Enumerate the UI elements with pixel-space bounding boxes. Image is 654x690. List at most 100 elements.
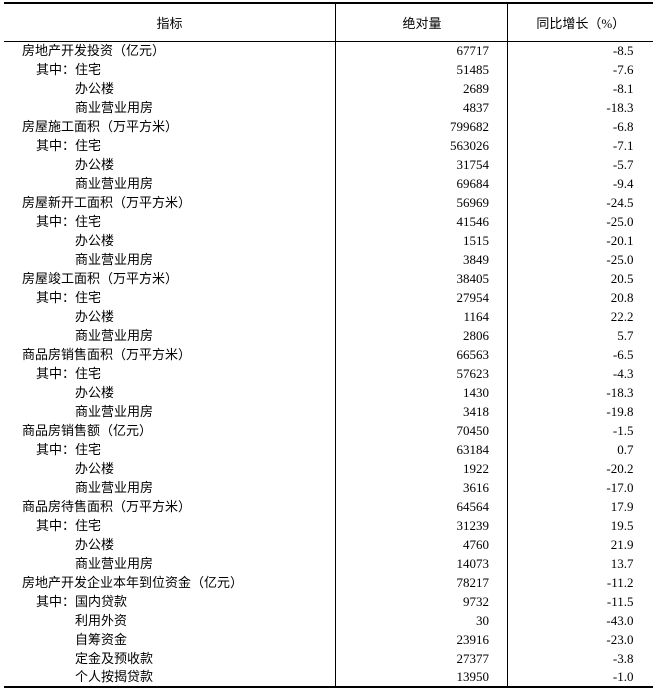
table-row: 商品房销售额（亿元） 70450 -1.5 [4, 421, 653, 440]
row-absolute-value: 1164 [335, 307, 508, 326]
row-absolute-value: 563026 [335, 136, 508, 155]
table-row: 商品房销售面积（万平方米） 66563 -6.5 [4, 345, 653, 364]
row-label: 其中：住宅 [36, 365, 102, 381]
row-absolute-value: 51485 [335, 60, 508, 79]
row-yoy-change: -18.3 [507, 383, 653, 402]
row-absolute-value: 67717 [335, 41, 508, 60]
row-absolute-value: 1922 [335, 459, 508, 478]
table-row: 房屋施工面积（万平方米） 799682 -6.8 [4, 117, 653, 136]
table-row: 办公楼 1164 22.2 [4, 307, 653, 326]
table-row: 办公楼 1922 -20.2 [4, 459, 653, 478]
row-absolute-value: 78217 [335, 573, 508, 592]
row-yoy-change: -1.5 [507, 421, 653, 440]
header-absolute: 绝对量 [335, 2, 508, 42]
row-absolute-value: 1430 [335, 383, 508, 402]
row-label: 办公楼 [75, 536, 115, 552]
table-row: 房屋竣工面积（万平方米） 38405 20.5 [4, 269, 653, 288]
row-yoy-change: -18.3 [507, 98, 653, 117]
row-label: 其中：住宅 [36, 213, 102, 229]
row-label: 其中：国内贷款 [36, 593, 128, 609]
row-absolute-value: 13950 [335, 668, 508, 688]
row-yoy-change: 22.2 [507, 307, 653, 326]
row-label: 商品房销售面积（万平方米） [22, 346, 192, 362]
row-absolute-value: 27377 [335, 649, 508, 668]
row-absolute-value: 70450 [335, 421, 508, 440]
row-absolute-value: 3616 [335, 478, 508, 497]
row-label: 办公楼 [75, 232, 115, 248]
row-yoy-change: 0.7 [507, 440, 653, 459]
table-row: 其中：住宅 41546 -25.0 [4, 212, 653, 231]
table-row: 其中：住宅 57623 -4.3 [4, 364, 653, 383]
row-absolute-value: 30 [335, 611, 508, 630]
row-absolute-value: 9732 [335, 592, 508, 611]
row-yoy-change: 20.5 [507, 269, 653, 288]
row-label: 商业营业用房 [75, 555, 154, 571]
table-row: 其中：住宅 563026 -7.1 [4, 136, 653, 155]
row-yoy-change: -25.0 [507, 250, 653, 269]
row-absolute-value: 57623 [335, 364, 508, 383]
row-absolute-value: 41546 [335, 212, 508, 231]
row-absolute-value: 3849 [335, 250, 508, 269]
row-yoy-change: 20.8 [507, 288, 653, 307]
row-absolute-value: 69684 [335, 174, 508, 193]
row-label: 商业营业用房 [75, 251, 154, 267]
row-yoy-change: -8.5 [507, 41, 653, 60]
row-label: 办公楼 [75, 460, 115, 476]
table-row: 办公楼 4760 21.9 [4, 535, 653, 554]
table-row: 房地产开发投资（亿元） 67717 -8.5 [4, 41, 653, 60]
row-yoy-change: -20.1 [507, 231, 653, 250]
row-absolute-value: 38405 [335, 269, 508, 288]
header-yoy: 同比增长（%） [507, 2, 653, 42]
row-label: 其中：住宅 [36, 61, 102, 77]
row-label: 自筹资金 [75, 631, 128, 647]
row-label: 商品房销售额（亿元） [22, 422, 153, 438]
row-label: 商品房待售面积（万平方米） [22, 498, 192, 514]
row-absolute-value: 2806 [335, 326, 508, 345]
row-yoy-change: -19.8 [507, 402, 653, 421]
row-yoy-change: -11.2 [507, 573, 653, 592]
row-label: 商业营业用房 [75, 479, 154, 495]
row-yoy-change: -9.4 [507, 174, 653, 193]
table-row: 其中：国内贷款 9732 -11.5 [4, 592, 653, 611]
row-absolute-value: 23916 [335, 630, 508, 649]
row-absolute-value: 63184 [335, 440, 508, 459]
table-row: 房屋新开工面积（万平方米） 56969 -24.5 [4, 193, 653, 212]
row-yoy-change: -24.5 [507, 193, 653, 212]
table-row: 商品房待售面积（万平方米） 64564 17.9 [4, 497, 653, 516]
row-yoy-change: -6.8 [507, 117, 653, 136]
row-yoy-change: 13.7 [507, 554, 653, 573]
table-row: 商业营业用房 2806 5.7 [4, 326, 653, 345]
row-label: 其中：住宅 [36, 441, 102, 457]
row-label: 其中：住宅 [36, 289, 102, 305]
row-yoy-change: -1.0 [507, 668, 653, 688]
row-label: 其中：住宅 [36, 137, 102, 153]
row-label: 商业营业用房 [75, 99, 154, 115]
row-yoy-change: -3.8 [507, 649, 653, 668]
row-label: 房屋新开工面积（万平方米） [22, 194, 192, 210]
row-label: 房地产开发企业本年到位资金（亿元） [22, 574, 244, 590]
table-row: 其中：住宅 31239 19.5 [4, 516, 653, 535]
row-label: 房屋施工面积（万平方米） [22, 118, 179, 134]
table-row: 利用外资 30 -43.0 [4, 611, 653, 630]
table-row: 房地产开发企业本年到位资金（亿元） 78217 -11.2 [4, 573, 653, 592]
table-row: 商业营业用房 3616 -17.0 [4, 478, 653, 497]
row-label: 办公楼 [75, 80, 115, 96]
row-yoy-change: -8.1 [507, 79, 653, 98]
table-row: 商业营业用房 4837 -18.3 [4, 98, 653, 117]
header-indicator: 指标 [4, 2, 336, 42]
row-yoy-change: 19.5 [507, 516, 653, 535]
row-absolute-value: 66563 [335, 345, 508, 364]
table-row: 商业营业用房 3849 -25.0 [4, 250, 653, 269]
table-body: 房地产开发投资（亿元） 67717 -8.5 其中：住宅 51485 -7.6 办公楼 268… [4, 41, 653, 688]
row-yoy-change: -17.0 [507, 478, 653, 497]
table-row: 自筹资金 23916 -23.0 [4, 630, 653, 649]
row-absolute-value: 4837 [335, 98, 508, 117]
row-yoy-change: -7.6 [507, 60, 653, 79]
table-row: 定金及预收款 27377 -3.8 [4, 649, 653, 668]
row-label: 房地产开发投资（亿元） [22, 42, 166, 58]
row-absolute-value: 14073 [335, 554, 508, 573]
table-row: 其中：住宅 27954 20.8 [4, 288, 653, 307]
row-yoy-change: -5.7 [507, 155, 653, 174]
row-absolute-value: 31239 [335, 516, 508, 535]
statistics-table: 指标 绝对量 同比增长（%） 房地产开发投资（亿元） 67717 -8.5 其中：住宅… [4, 2, 653, 688]
